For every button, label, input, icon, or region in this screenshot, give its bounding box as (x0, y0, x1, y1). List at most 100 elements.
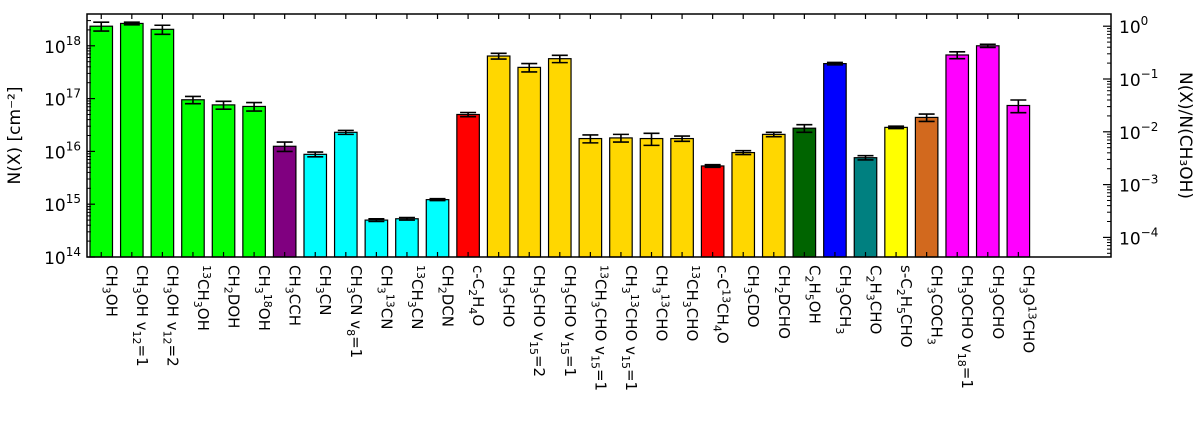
category-label-part: 3 (833, 327, 846, 334)
category-label-part: 2 (436, 287, 449, 294)
bar (914, 116, 939, 258)
category-label-part: CH (958, 265, 976, 287)
category-label-part: 2 (222, 287, 235, 294)
category-label-part: CH (714, 303, 732, 325)
error-bar (93, 21, 110, 32)
category-label-part: 2 (772, 287, 785, 294)
category-label-part: CH (561, 265, 579, 287)
category-label: CH3CN (313, 265, 334, 315)
error-bar (918, 113, 935, 123)
category-label: CH3CCH (283, 265, 304, 326)
category-label-part: CH (928, 265, 946, 287)
y-axis-label-left: N(X) [cm⁻²] (5, 87, 25, 185)
category-label-part: OCHO v (958, 294, 976, 353)
right-tick-label: 10−2 (1119, 120, 1158, 144)
error-bar (735, 149, 752, 156)
bar (517, 66, 542, 258)
error-bar (643, 132, 660, 147)
category-label-part: 5 (894, 307, 907, 314)
bar (639, 137, 664, 258)
category-label-part: 3 (252, 287, 265, 294)
category-label: CH2DCN (436, 265, 457, 327)
category-label-part: 3 (986, 287, 999, 294)
right-tick-label: 10−4 (1119, 225, 1158, 249)
error-bar (674, 135, 691, 143)
bar (700, 165, 725, 258)
category-label-part: CHO (897, 314, 915, 348)
category-label-part: 15 (558, 341, 571, 355)
category-label-part: CH (989, 265, 1007, 287)
category-label-part: CH (591, 279, 609, 301)
category-label-part: 15 (588, 355, 601, 369)
category-label-part: 5 (802, 294, 815, 301)
bar (486, 55, 511, 258)
category-label-part: CH (775, 265, 793, 287)
category-label-part: CCH (286, 294, 304, 326)
category-label-part: O (469, 314, 487, 326)
category-label-part: OH (255, 308, 273, 331)
category-label-part: 13 (659, 294, 672, 308)
category-label-part: 3 (864, 294, 877, 301)
category-label-part: 3 (925, 338, 938, 345)
error-bar (368, 217, 385, 223)
category-label-part: OCH (836, 294, 854, 328)
category-label-part: OH v (163, 294, 181, 331)
bar (272, 145, 297, 258)
bar (1006, 104, 1031, 258)
category-label-part: 2 (466, 289, 479, 296)
category-label-part: 3 (130, 287, 143, 294)
category-label-part: CHO (1019, 320, 1037, 354)
category-label-part: 12 (130, 331, 143, 345)
error-bar (307, 151, 324, 158)
category-label-part: c-C (469, 265, 487, 289)
error-bar (184, 95, 201, 105)
error-bar (398, 216, 415, 221)
category-label-part: 3 (588, 301, 601, 308)
category-label-part: CN v (347, 294, 365, 329)
bar (853, 157, 878, 258)
bar (975, 45, 1000, 258)
bar (211, 104, 236, 258)
left-tick-label: 1015 (44, 192, 81, 216)
category-label: 13CH3OH (191, 265, 213, 331)
category-label-part: 3 (283, 287, 296, 294)
error-bar (704, 163, 721, 169)
category-label-part: CHO (683, 308, 701, 342)
category-label-part: =1 (591, 369, 609, 391)
category-label-part: CHO (867, 301, 885, 335)
bars-layer (89, 22, 1031, 258)
category-label-part: CH (744, 265, 762, 287)
category-label-part: =1 (958, 367, 976, 389)
bar (792, 127, 817, 258)
category-label: C2H3CHO (864, 265, 885, 334)
right-tick-label: 10−1 (1119, 67, 1158, 91)
bar (609, 137, 633, 258)
category-label-part: 13 (689, 265, 702, 279)
category-label-part: CH (225, 265, 243, 287)
category-label-part: 3 (344, 287, 357, 294)
error-bar (765, 131, 782, 138)
y-axis-label-right: N(X)/N(CH₃OH) (1175, 72, 1195, 199)
category-label-part: 4 (711, 325, 724, 332)
category-label-part: 2 (802, 275, 815, 282)
category-label-part: c-C (714, 265, 732, 289)
category-label-part: CH (408, 279, 426, 301)
error-bar (490, 52, 507, 60)
category-label-part: 15 (619, 355, 632, 369)
right-axis-ticks: 10−4 10−3 10−2 10−1 100 (1103, 14, 1158, 254)
bar (333, 131, 358, 258)
category-label-part: 13 (383, 294, 396, 308)
error-bar (979, 43, 996, 49)
error-bar (857, 154, 874, 161)
error-bar (521, 62, 538, 73)
category-label: 13CH3CHO v15=1 (588, 265, 610, 391)
category-label: c-C13CH4O (711, 265, 733, 344)
category-label-part: CH (1019, 265, 1037, 287)
category-label-part: CH (622, 265, 640, 287)
left-tick-label: 1018 (44, 34, 81, 58)
category-label-part: CHO v (530, 294, 548, 341)
bar (303, 153, 328, 258)
category-label-part: 13 (1025, 306, 1038, 320)
